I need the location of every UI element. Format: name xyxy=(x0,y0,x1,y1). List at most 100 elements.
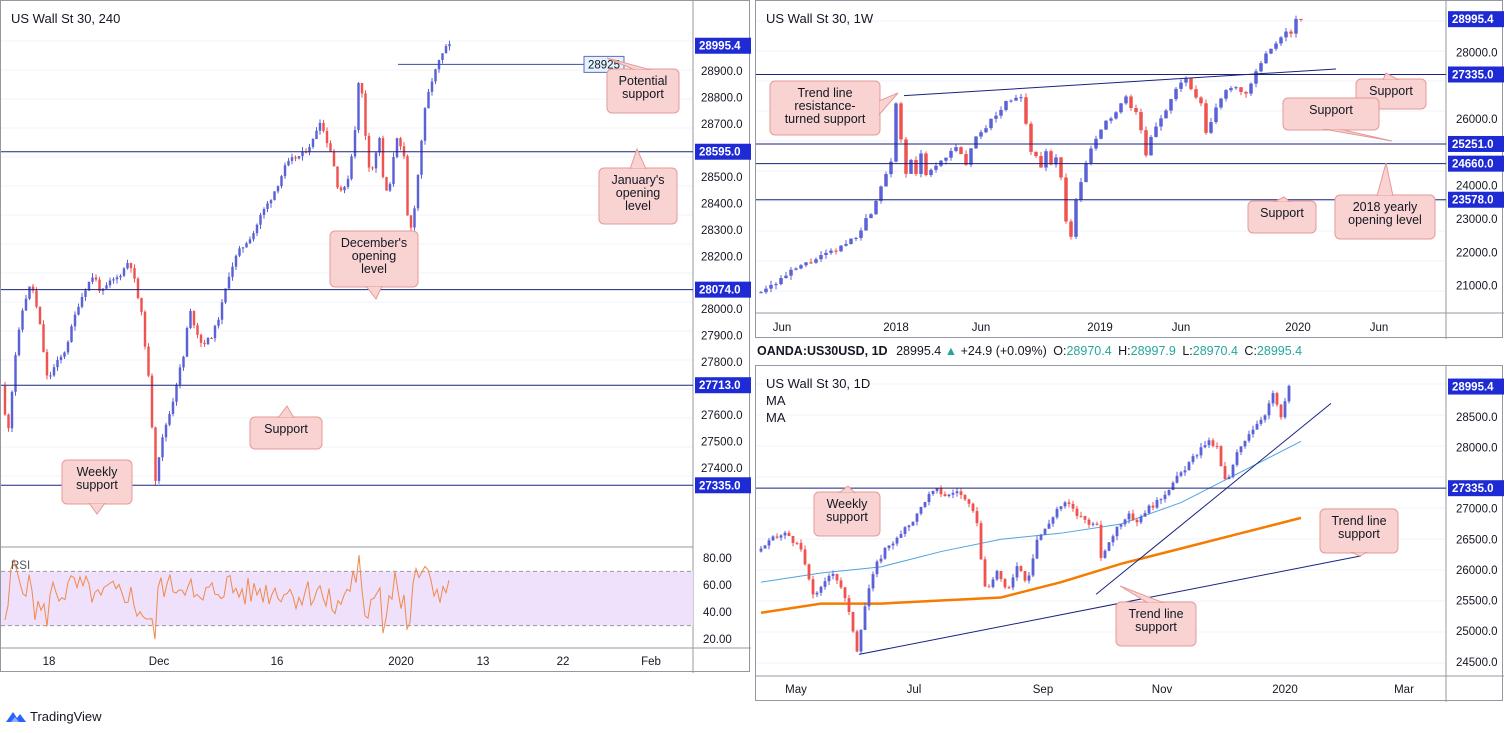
d1-candle-body xyxy=(1003,579,1007,588)
h4-candle-body xyxy=(210,338,213,340)
h4-candle-body xyxy=(381,138,385,178)
h4-candle-body xyxy=(227,276,231,289)
h4-x-tick: 16 xyxy=(271,656,284,668)
w1-x-tick: 2019 xyxy=(1087,322,1113,334)
h4-candle-body xyxy=(290,157,294,161)
w1-candle-body xyxy=(1144,130,1148,156)
h4-candle-body xyxy=(56,360,59,368)
d1-candle-body xyxy=(835,573,839,581)
d1-candle-body xyxy=(1023,571,1027,581)
d1-candle-body xyxy=(1287,385,1291,402)
h4-candle-body xyxy=(73,314,77,327)
h4-last-price-tag-bg xyxy=(695,37,751,54)
d1-candle-body xyxy=(939,488,943,495)
w1-y-tick: 21000.0 xyxy=(1456,281,1498,293)
h4-candle-body xyxy=(248,239,252,244)
w1-level-tag-bg xyxy=(1448,191,1504,208)
d1-ma-line-2 xyxy=(760,516,1302,615)
w1-callout-trendline-cover xyxy=(771,82,879,134)
w1-callout-2018-open-text: opening level xyxy=(1348,213,1422,227)
w1-candle-body xyxy=(1134,108,1138,113)
w1-candle-body xyxy=(784,275,788,279)
h4-candle-body xyxy=(409,215,413,228)
w1-candle-body xyxy=(1299,18,1303,20)
w1-candle-body xyxy=(1059,157,1063,178)
h4-candle-body xyxy=(52,367,56,376)
h4-callout-december-open-text: opening xyxy=(352,249,397,263)
w1-callout-support-1-text: Support xyxy=(1369,84,1413,98)
w1-trend-line xyxy=(903,68,1337,97)
close-label: C: xyxy=(1244,344,1257,358)
d1-candle-body xyxy=(1051,517,1055,524)
d1-chart-panel[interactable]: 27335.0 28995.4 28500.0 28000.0 27000.0 26500… xyxy=(755,365,1504,702)
h4-candle-body xyxy=(385,177,388,191)
d1-candle-body xyxy=(787,532,791,536)
d1-candle-body xyxy=(971,503,975,512)
w1-candle-body xyxy=(1289,31,1293,34)
w1-candle-body xyxy=(974,136,978,149)
w1-candle-body xyxy=(1169,99,1173,111)
d1-candle-body xyxy=(879,558,883,562)
h4-candle-body xyxy=(115,277,119,280)
w1-candle-body xyxy=(1014,97,1018,101)
w1-candle-body xyxy=(1089,148,1093,163)
h4-candle-body xyxy=(441,53,444,60)
d1-candle-body xyxy=(975,511,979,524)
w1-candle-body xyxy=(844,243,848,246)
w1-candle-body xyxy=(1219,98,1223,108)
h4-candle-body xyxy=(129,263,133,269)
h4-candle-body xyxy=(339,187,343,191)
d1-candle-body xyxy=(795,542,799,544)
w1-candle-body xyxy=(1069,221,1073,237)
d1-candle-body xyxy=(935,488,939,491)
d1-candle-body xyxy=(1231,464,1235,477)
w1-candle-body xyxy=(894,103,898,162)
d1-candle-body xyxy=(1107,542,1111,551)
w1-candle-body xyxy=(1154,126,1158,137)
w1-candle-body xyxy=(1179,82,1183,89)
d1-y-tick: 28500.0 xyxy=(1456,412,1498,424)
w1-candle-body xyxy=(1204,103,1208,133)
d1-candle-body xyxy=(1027,575,1031,581)
h4-candle-body xyxy=(322,122,325,131)
d1-candle-body xyxy=(1275,393,1279,405)
h4-candle-body xyxy=(213,325,217,339)
h4-chart-panel[interactable]: 28595.0 28074.0 27713.0 27335.0 28925 28995.4… xyxy=(0,0,751,673)
d1-candle-body xyxy=(1103,550,1107,558)
w1-candle-body xyxy=(834,250,838,252)
h4-candle-body xyxy=(199,334,203,343)
tradingview-logo[interactable]: TradingView xyxy=(6,709,102,724)
w1-level-tag: 24660.0 xyxy=(1452,159,1494,171)
h4-candle-body xyxy=(112,279,115,281)
w1-candle-body xyxy=(794,268,798,270)
h4-candle-body xyxy=(119,275,122,278)
d1-candle-body xyxy=(1047,523,1051,529)
h4-candle-body xyxy=(346,178,350,187)
d1-candle-body xyxy=(1135,519,1139,523)
w1-candle-body xyxy=(789,269,793,276)
d1-candle-body xyxy=(1179,472,1183,476)
h4-candle-body xyxy=(143,311,147,347)
low-label: L: xyxy=(1182,344,1193,358)
h4-callout-weekly-support-text: Weekly xyxy=(77,465,119,479)
h4-candle-body xyxy=(206,338,210,345)
w1-candle-body xyxy=(1149,136,1153,156)
w1-candle-body xyxy=(1124,96,1128,104)
w1-candle-body xyxy=(979,132,983,137)
d1-candle-body xyxy=(823,581,827,587)
d1-chart-svg: 27335.0 28995.4 28500.0 28000.0 27000.0 26500… xyxy=(756,366,1504,702)
w1-candle-body xyxy=(774,284,778,286)
w1-candle-body xyxy=(879,186,883,201)
w1-candle-body xyxy=(904,139,908,174)
d1-candle-body xyxy=(1243,440,1247,447)
d1-candle-body xyxy=(1071,503,1075,509)
w1-chart-panel[interactable]: 27335.0 25251.0 24660.0 23578.0 28995.4 28000… xyxy=(755,0,1504,339)
d1-candle-body xyxy=(1271,393,1275,404)
d1-trend-line-upper xyxy=(1095,402,1332,595)
h4-y-tick: 28900.0 xyxy=(701,66,743,78)
d1-candle-body xyxy=(1255,423,1259,430)
w1-candle-body xyxy=(1224,90,1228,99)
d1-y-tick: 24500.0 xyxy=(1456,657,1498,669)
d1-candle-body xyxy=(1167,490,1171,495)
w1-callout-trendline-text: Trend line xyxy=(797,86,852,100)
